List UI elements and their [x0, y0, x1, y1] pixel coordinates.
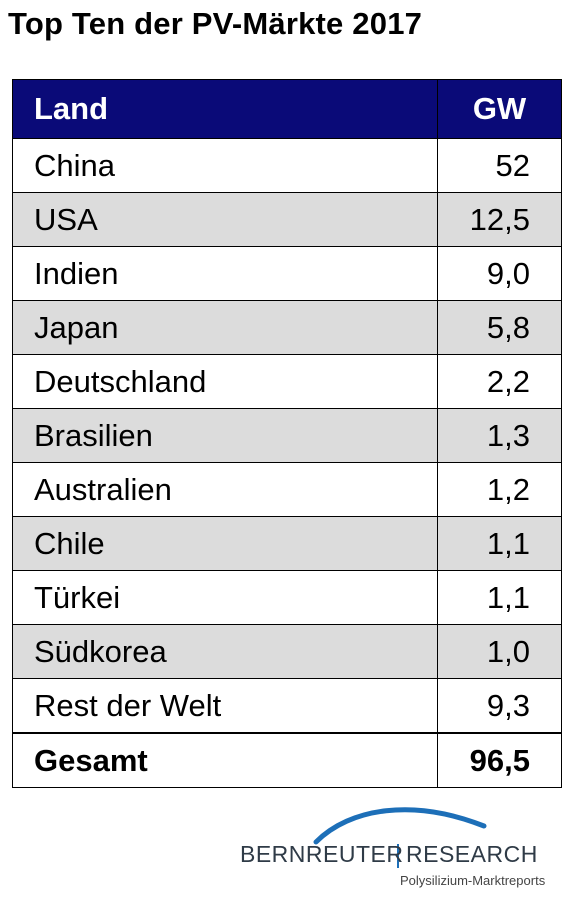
gw-cell: 12,5 [437, 192, 562, 247]
table-body: China 52 USA 12,5 Indien 9,0 Japan 5,8 Deutschla… [12, 138, 562, 734]
country-cell: China [12, 138, 438, 193]
logo-text-bernreuter: BERNREUTER [240, 841, 404, 867]
table-row: Chile 1,1 [12, 516, 562, 571]
country-cell: Südkorea [12, 624, 438, 679]
table-row: China 52 [12, 138, 562, 193]
gw-cell: 5,8 [437, 300, 562, 355]
table-row: USA 12,5 [12, 192, 562, 247]
table-row: Australien 1,2 [12, 462, 562, 517]
gw-cell: 2,2 [437, 354, 562, 409]
table-row: Brasilien 1,3 [12, 408, 562, 463]
bernreuter-research-logo: BERNREUTER RESEARCH Polysilizium-Marktre… [238, 800, 568, 895]
country-cell: USA [12, 192, 438, 247]
logo-tagline: Polysilizium-Marktreports [400, 873, 546, 888]
gw-cell: 52 [437, 138, 562, 193]
table-row: Japan 5,8 [12, 300, 562, 355]
country-cell: Chile [12, 516, 438, 571]
gw-cell: 1,1 [437, 516, 562, 571]
country-cell: Australien [12, 462, 438, 517]
gw-cell: 1,3 [437, 408, 562, 463]
gw-cell: 9,3 [437, 678, 562, 734]
country-cell: Indien [12, 246, 438, 301]
country-cell: Japan [12, 300, 438, 355]
table-row: Indien 9,0 [12, 246, 562, 301]
total-value: 96,5 [437, 732, 562, 788]
table-header-row: Land GW [12, 79, 562, 139]
country-cell: Brasilien [12, 408, 438, 463]
gw-cell: 1,1 [437, 570, 562, 625]
country-cell: Deutschland [12, 354, 438, 409]
country-cell: Rest der Welt [12, 678, 438, 734]
country-cell: Türkei [12, 570, 438, 625]
column-header-gw: GW [437, 79, 562, 139]
gw-cell: 9,0 [437, 246, 562, 301]
table-row: Rest der Welt 9,3 [12, 678, 562, 734]
total-label: Gesamt [12, 732, 438, 788]
total-row: Gesamt 96,5 [12, 732, 562, 788]
column-header-land: Land [12, 79, 438, 139]
arc-swoosh-icon [313, 807, 487, 868]
logo-arc [313, 807, 487, 845]
page-title: Top Ten der PV-Märkte 2017 [8, 6, 423, 41]
gw-cell: 1,0 [437, 624, 562, 679]
table-row: Deutschland 2,2 [12, 354, 562, 409]
pv-markets-table: Land GW China 52 USA 12,5 Indien 9,0 Japan 5,8 D… [12, 79, 562, 788]
table-row: Türkei 1,1 [12, 570, 562, 625]
table-row: Südkorea 1,0 [12, 624, 562, 679]
gw-cell: 1,2 [437, 462, 562, 517]
logo-text-research: RESEARCH [406, 841, 538, 867]
